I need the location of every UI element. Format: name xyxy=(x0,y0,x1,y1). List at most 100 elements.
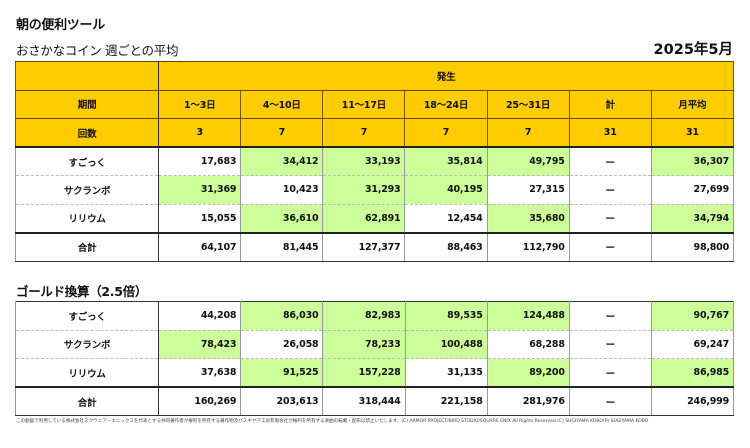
value-cell: 34,412 xyxy=(240,146,324,176)
value-cell: 81,445 xyxy=(240,231,324,262)
value-cell: 124,488 xyxy=(486,301,570,331)
value-cell: 160,269 xyxy=(158,386,242,416)
table-row: サクランボ 31,369 10,423 31,293 40,195 27,315… xyxy=(14,175,735,205)
row-label: リリウム xyxy=(14,358,160,388)
coins-table: 発生 期間 1～3日 4～10日 11～17日 18～24日 25～31日 計 … xyxy=(14,61,735,262)
value-cell: 62,891 xyxy=(322,203,406,233)
table-total-row: 合計 160,269 203,613 318,444 221,158 281,9… xyxy=(14,386,735,416)
value-cell: 33,193 xyxy=(322,146,406,176)
value-cell: 88,463 xyxy=(404,231,488,262)
value-cell: 82,983 xyxy=(322,301,406,331)
avg-cell: 86,985 xyxy=(650,358,735,388)
table-row: すごっく 44,208 86,030 82,983 89,535 124,488… xyxy=(14,301,735,331)
value-cell: 36,610 xyxy=(240,203,324,233)
value-cell: 127,377 xyxy=(322,231,406,262)
header-count-row: 回数 3 7 7 7 7 31 31 xyxy=(14,118,735,148)
value-cell: 15,055 xyxy=(158,203,242,233)
table-row: サクランボ 78,423 26,058 78,233 100,488 68,28… xyxy=(14,329,735,359)
value-cell: 157,228 xyxy=(322,358,406,388)
header-corner-cell xyxy=(14,61,160,91)
value-cell: 91,525 xyxy=(240,358,324,388)
value-cell: 40,195 xyxy=(404,175,488,205)
value-cell: 64,107 xyxy=(158,231,242,262)
total-cell: ー xyxy=(568,358,652,388)
copyright-note: この動画で利用している株式会社スクウェア・エニックスを代表とする共同著作者が権利… xyxy=(16,419,649,424)
row-label: サクランボ xyxy=(14,175,160,205)
total-cell: ー xyxy=(568,231,652,262)
row-label: サクランボ xyxy=(14,329,160,359)
row-label: すごっく xyxy=(14,301,160,331)
gold-table: すごっく 44,208 86,030 82,983 89,535 124,488… xyxy=(14,301,735,416)
table-row: リリウム 37,638 91,525 157,228 31,135 89,200… xyxy=(14,358,735,388)
avg-cell: 34,794 xyxy=(650,203,735,233)
header-period-row: 期間 1～3日 4～10日 11～17日 18～24日 25～31日 計 月平均 xyxy=(14,89,735,119)
value-cell: 89,200 xyxy=(486,358,570,388)
period-total: 計 xyxy=(568,89,652,119)
period-label: 期間 xyxy=(14,89,160,119)
value-cell: 78,233 xyxy=(322,329,406,359)
avg-cell: 27,699 xyxy=(650,175,735,205)
count-3: 7 xyxy=(322,118,406,148)
coins-section-title: おさかなコイン 週ごとの平均 xyxy=(16,43,179,58)
count-1: 3 xyxy=(158,118,242,148)
app-title: 朝の便利ツール xyxy=(16,18,105,33)
value-cell: 31,369 xyxy=(158,175,242,205)
value-cell: 221,158 xyxy=(404,386,488,416)
period-1: 1～3日 xyxy=(158,89,242,119)
period-5: 25～31日 xyxy=(486,89,570,119)
period-4: 18～24日 xyxy=(404,89,488,119)
value-cell: 37,638 xyxy=(158,358,242,388)
value-cell: 17,683 xyxy=(158,146,242,176)
value-cell: 35,680 xyxy=(486,203,570,233)
value-cell: 112,790 xyxy=(486,231,570,262)
header-group-row: 発生 xyxy=(14,61,734,91)
table-row: リリウム 15,055 36,610 62,891 12,454 35,680 … xyxy=(14,203,735,233)
value-cell: 26,058 xyxy=(240,329,324,359)
table-total-row: 合計 64,107 81,445 127,377 88,463 112,790 … xyxy=(14,231,735,262)
value-cell: 318,444 xyxy=(322,386,406,416)
period-2: 4～10日 xyxy=(240,89,324,119)
month-label: 2025年5月 xyxy=(653,42,733,58)
gold-section-title: ゴールド換算（2.5倍） xyxy=(16,284,148,299)
value-cell: 27,315 xyxy=(486,175,570,205)
count-2: 7 xyxy=(240,118,324,148)
avg-cell: 90,767 xyxy=(650,301,735,331)
value-cell: 86,030 xyxy=(240,301,324,331)
value-cell: 68,288 xyxy=(486,329,570,359)
avg-cell: 98,800 xyxy=(650,231,735,262)
row-label: リリウム xyxy=(14,203,160,233)
value-cell: 78,423 xyxy=(158,329,242,359)
total-cell: ー xyxy=(568,203,652,233)
count-total: 31 xyxy=(568,118,652,148)
value-cell: 203,613 xyxy=(240,386,324,416)
value-cell: 44,208 xyxy=(158,301,242,331)
table-row: すごっく 17,683 34,412 33,193 35,814 49,795 … xyxy=(14,146,735,176)
total-cell: ー xyxy=(568,386,652,416)
total-cell: ー xyxy=(568,301,652,331)
value-cell: 89,535 xyxy=(404,301,488,331)
value-cell: 10,423 xyxy=(240,175,324,205)
count-5: 7 xyxy=(486,118,570,148)
avg-cell: 69,247 xyxy=(650,329,735,359)
count-4: 7 xyxy=(404,118,488,148)
count-monthly-avg: 31 xyxy=(650,118,735,148)
row-label: 合計 xyxy=(14,231,160,262)
period-3: 11～17日 xyxy=(322,89,406,119)
avg-cell: 36,307 xyxy=(650,146,735,176)
value-cell: 100,488 xyxy=(404,329,488,359)
total-cell: ー xyxy=(568,175,652,205)
row-label: すごっく xyxy=(14,146,160,176)
total-cell: ー xyxy=(568,146,652,176)
value-cell: 49,795 xyxy=(486,146,570,176)
value-cell: 31,135 xyxy=(404,358,488,388)
value-cell: 35,814 xyxy=(404,146,488,176)
group-header-occurrence: 発生 xyxy=(158,61,734,91)
period-monthly-avg: 月平均 xyxy=(650,89,735,119)
avg-cell: 246,999 xyxy=(650,386,735,416)
value-cell: 31,293 xyxy=(322,175,406,205)
value-cell: 281,976 xyxy=(486,386,570,416)
count-label: 回数 xyxy=(14,118,160,148)
total-cell: ー xyxy=(568,329,652,359)
row-label: 合計 xyxy=(14,386,160,416)
value-cell: 12,454 xyxy=(404,203,488,233)
